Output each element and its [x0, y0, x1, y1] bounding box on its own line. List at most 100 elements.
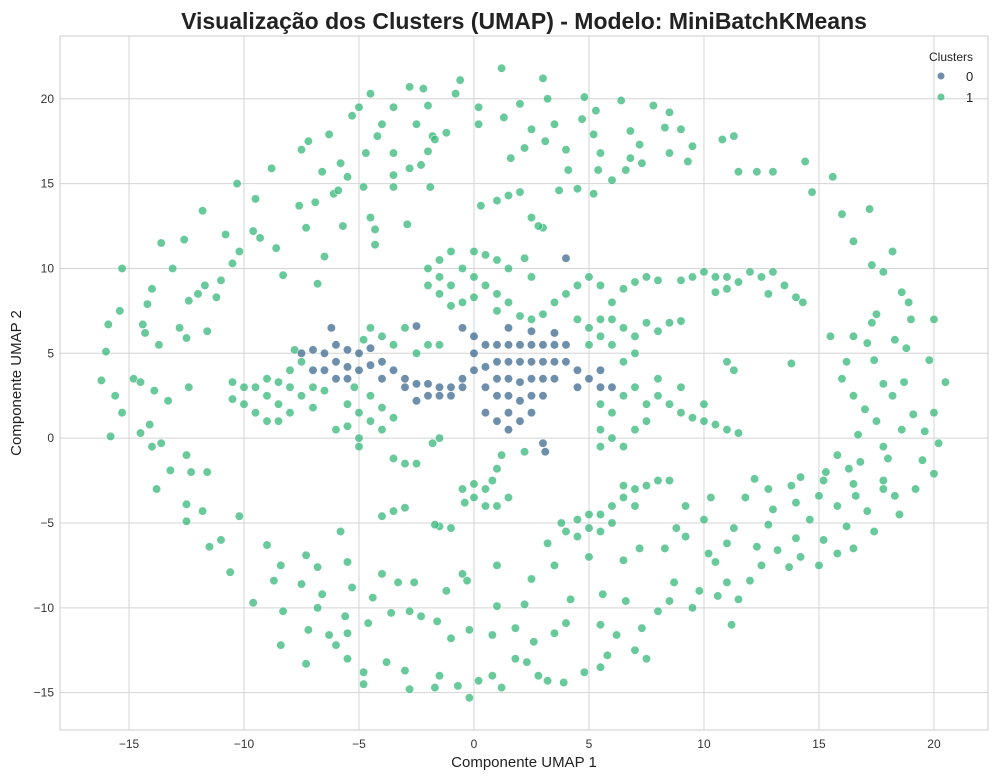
point-cluster-1 — [549, 297, 559, 307]
point-cluster-1 — [135, 428, 145, 438]
point-cluster-1 — [549, 628, 559, 638]
point-cluster-0 — [503, 323, 513, 333]
point-cluster-1 — [878, 442, 888, 452]
point-cluster-0 — [526, 391, 536, 401]
point-cluster-1 — [405, 684, 415, 694]
point-cluster-1 — [687, 272, 697, 282]
legend: Clusters 0 1 — [929, 50, 973, 105]
point-cluster-1 — [832, 549, 842, 559]
point-cluster-1 — [786, 481, 796, 491]
point-cluster-1 — [572, 280, 582, 290]
point-cluster-1 — [453, 681, 463, 691]
point-cluster-0 — [561, 253, 571, 263]
point-cluster-1 — [848, 391, 858, 401]
point-cluster-1 — [434, 433, 444, 443]
point-cluster-1 — [216, 535, 226, 545]
point-cluster-0 — [503, 391, 513, 401]
point-cluster-1 — [377, 403, 387, 413]
point-cluster-1 — [296, 579, 306, 589]
point-cluster-1 — [676, 382, 686, 392]
point-cluster-1 — [200, 280, 210, 290]
point-cluster-1 — [717, 135, 727, 145]
point-cluster-1 — [745, 267, 755, 277]
point-cluster-1 — [526, 272, 536, 282]
point-cluster-1 — [607, 175, 617, 185]
point-cluster-1 — [589, 129, 599, 139]
point-cluster-1 — [142, 299, 152, 309]
point-cluster-1 — [168, 263, 178, 273]
point-cluster-1 — [423, 280, 433, 290]
point-cluster-1 — [308, 382, 318, 392]
point-cluster-1 — [607, 297, 617, 307]
point-cluster-1 — [848, 479, 858, 489]
point-cluster-1 — [681, 501, 691, 511]
point-cluster-1 — [664, 107, 674, 117]
point-cluster-1 — [296, 145, 306, 155]
point-cluster-1 — [676, 275, 686, 285]
point-cluster-1 — [184, 296, 194, 306]
point-cluster-1 — [457, 569, 467, 579]
point-cluster-0 — [342, 345, 352, 355]
point-cluster-1 — [338, 221, 348, 231]
point-cluster-0 — [515, 416, 525, 426]
y-tick-label: 10 — [41, 261, 55, 275]
point-cluster-1 — [584, 323, 594, 333]
point-cluster-1 — [526, 124, 536, 134]
point-cluster-1 — [924, 355, 934, 365]
point-cluster-1 — [145, 420, 155, 430]
point-cluster-1 — [940, 377, 950, 387]
point-cluster-1 — [653, 606, 663, 616]
point-cluster-1 — [388, 182, 398, 192]
point-cluster-1 — [832, 450, 842, 460]
point-cluster-1 — [476, 201, 486, 211]
point-cluster-1 — [878, 379, 888, 389]
point-cluster-1 — [181, 333, 191, 343]
point-cluster-1 — [510, 654, 520, 664]
point-cluster-1 — [607, 501, 617, 511]
point-cluster-1 — [607, 340, 617, 350]
point-cluster-1 — [255, 233, 265, 243]
point-cluster-1 — [520, 143, 530, 153]
point-cluster-1 — [455, 75, 465, 85]
point-cluster-1 — [618, 391, 628, 401]
point-cluster-1 — [492, 196, 502, 206]
point-cluster-0 — [549, 357, 559, 367]
point-cluster-1 — [377, 569, 387, 579]
point-cluster-1 — [853, 430, 863, 440]
point-cluster-1 — [469, 292, 479, 302]
y-axis-ticks: −15 −10 −5 0 5 10 15 20 — [34, 92, 55, 700]
point-cluster-1 — [423, 263, 433, 273]
point-cluster-1 — [920, 426, 930, 436]
point-cluster-1 — [584, 272, 594, 282]
points — [96, 63, 950, 703]
point-cluster-0 — [296, 348, 306, 358]
point-cluster-1 — [225, 567, 235, 577]
point-cluster-1 — [400, 503, 410, 513]
point-cluster-1 — [664, 476, 674, 486]
point-cluster-1 — [584, 510, 594, 520]
point-cluster-1 — [147, 284, 157, 294]
y-tick-label: 0 — [47, 431, 54, 445]
point-cluster-1 — [786, 358, 796, 368]
point-cluster-1 — [434, 671, 444, 681]
point-cluster-1 — [844, 464, 854, 474]
point-cluster-1 — [499, 112, 509, 122]
point-cluster-1 — [821, 467, 831, 477]
point-cluster-1 — [561, 526, 571, 536]
point-cluster-1 — [480, 484, 490, 494]
point-cluster-1 — [888, 246, 898, 256]
point-cluster-1 — [386, 608, 396, 618]
point-cluster-0 — [423, 379, 433, 389]
point-cluster-1 — [791, 292, 801, 302]
point-cluster-1 — [871, 416, 881, 426]
point-cluster-1 — [359, 182, 369, 192]
point-cluster-1 — [331, 425, 341, 435]
point-cluster-1 — [469, 272, 479, 282]
point-cluster-1 — [388, 413, 398, 423]
point-cluster-1 — [411, 119, 421, 129]
point-cluster-1 — [303, 136, 313, 146]
point-cluster-1 — [515, 187, 525, 197]
point-cluster-1 — [832, 501, 842, 511]
point-cluster-1 — [388, 170, 398, 180]
